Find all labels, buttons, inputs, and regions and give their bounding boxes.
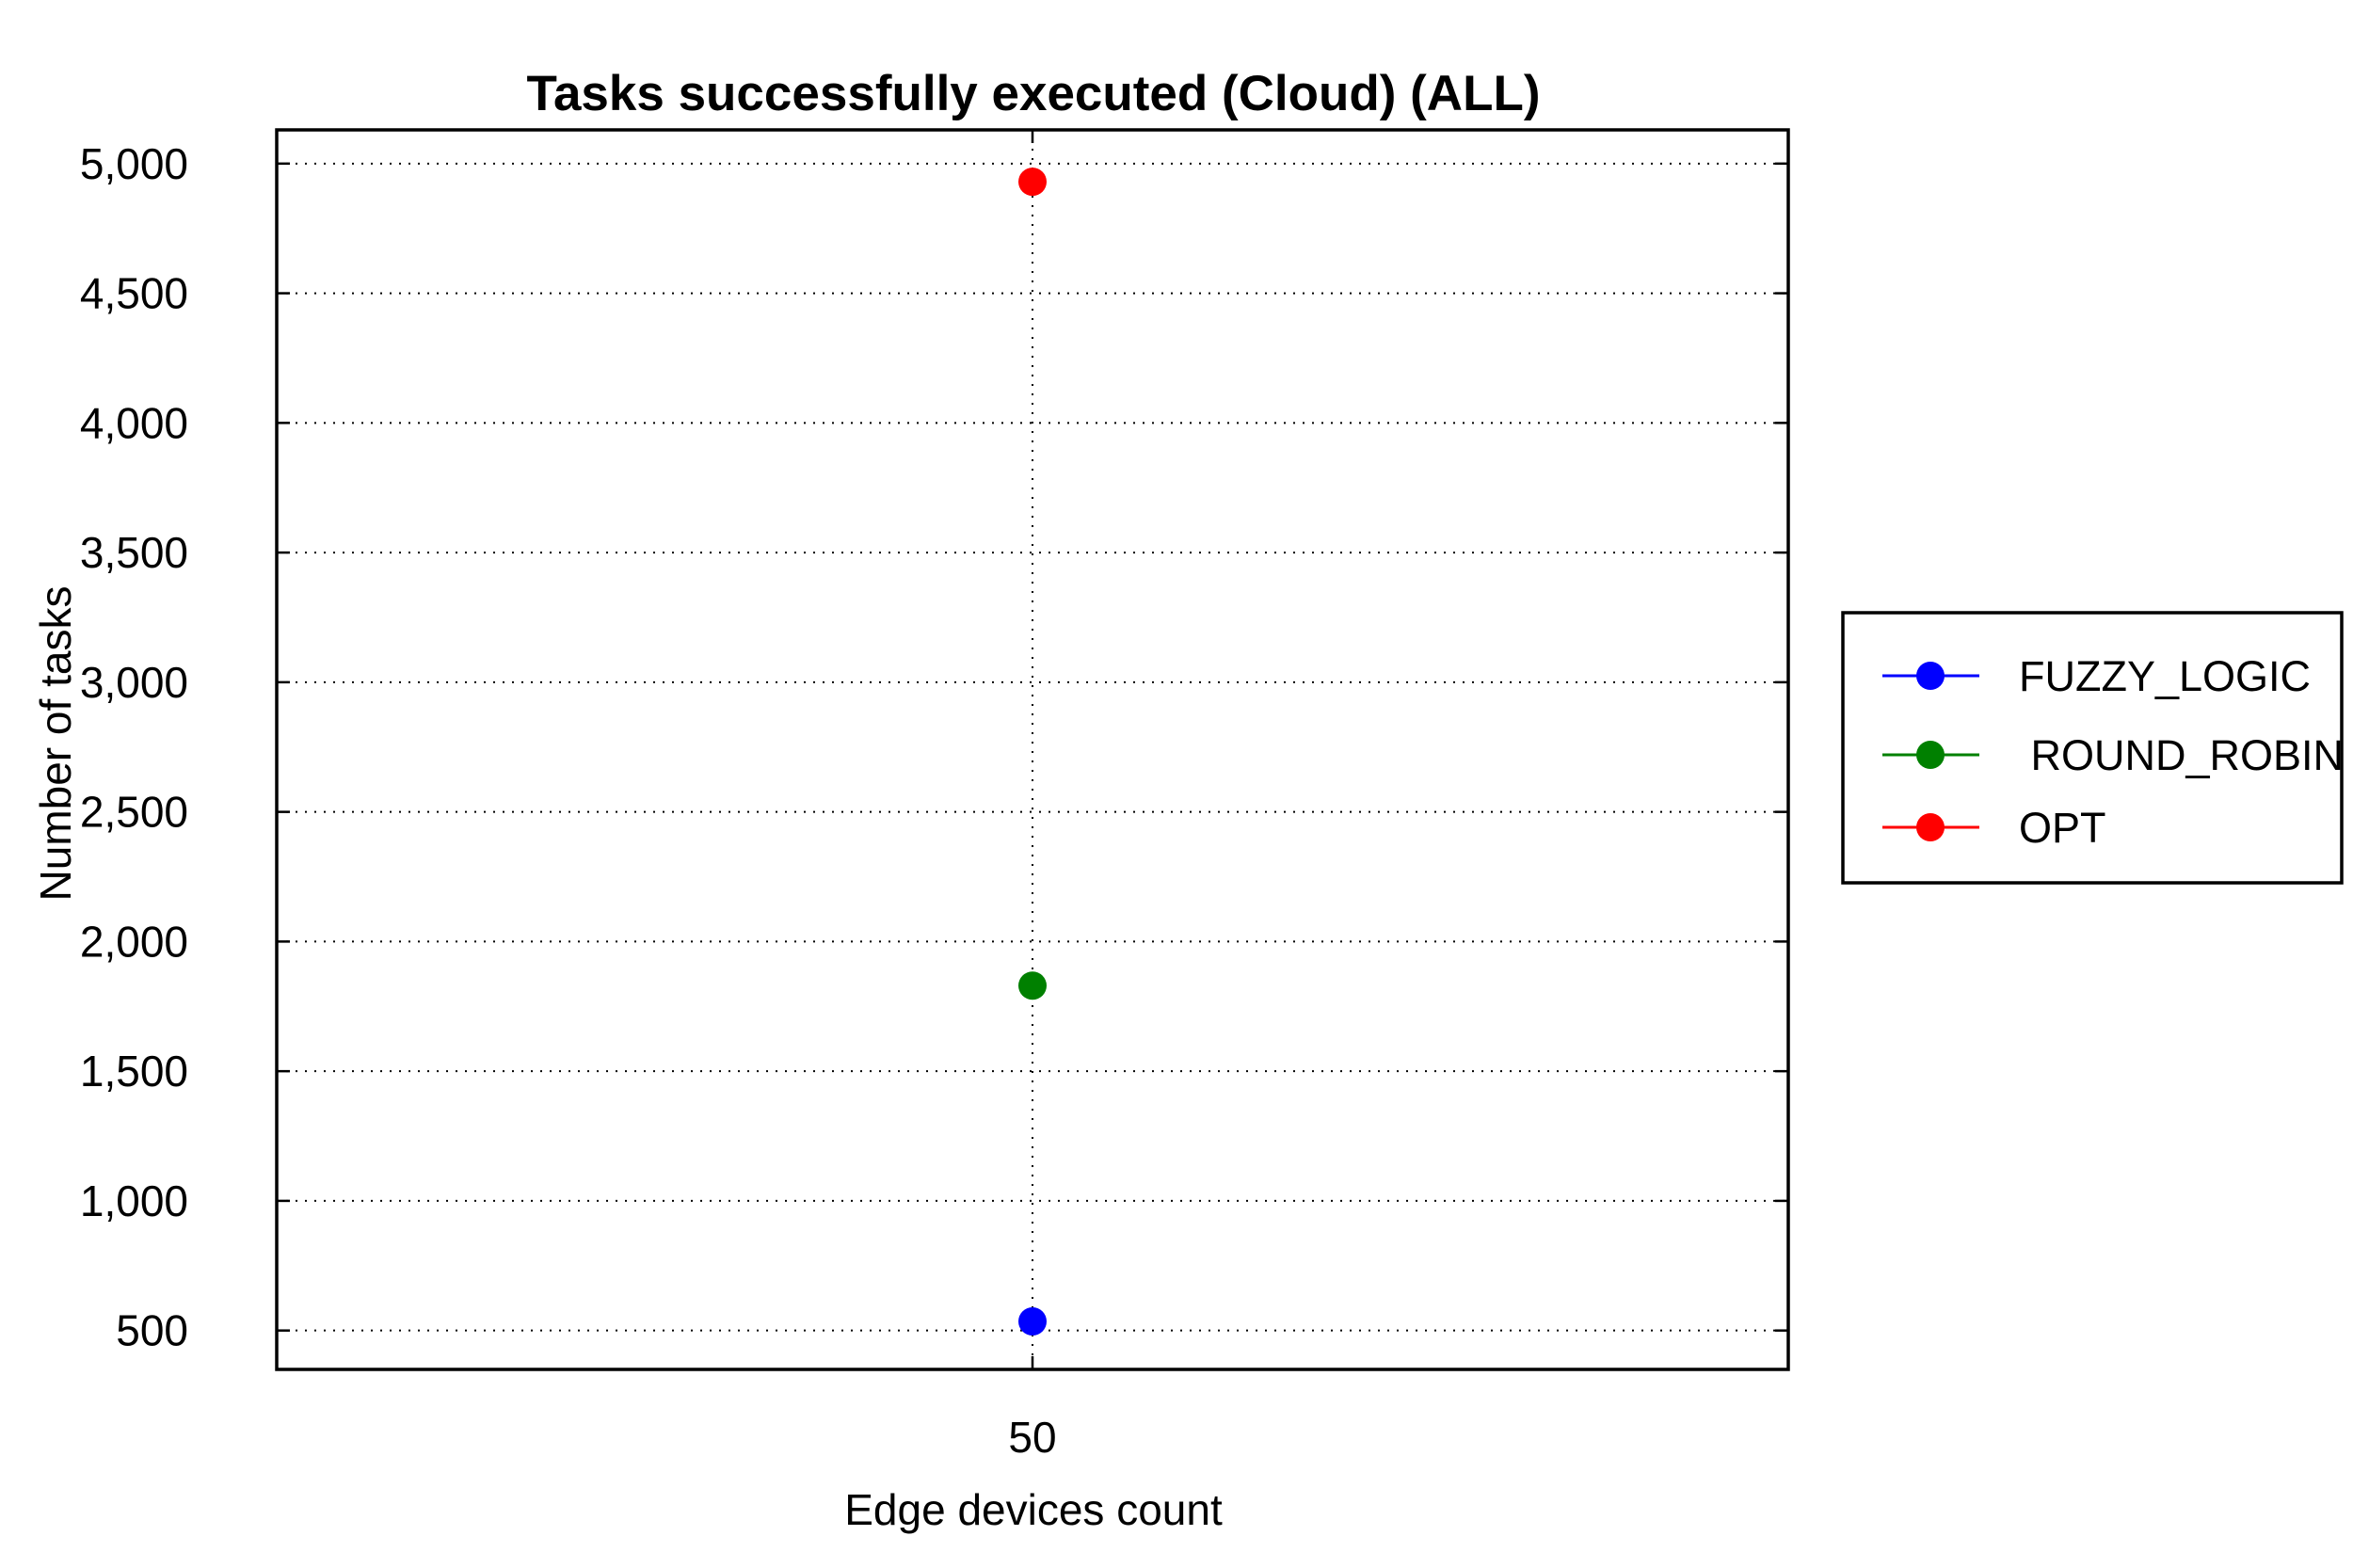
x-tick-label: 50 <box>1008 1413 1056 1462</box>
y-tick-label: 3,500 <box>80 528 188 577</box>
data-point <box>1018 168 1047 197</box>
y-tick-label: 4,000 <box>80 398 188 447</box>
data-point <box>1018 971 1047 1000</box>
legend-marker <box>1916 741 1945 769</box>
grid <box>277 130 1788 1369</box>
x-axis-label: Edge devices count <box>844 1485 1223 1534</box>
y-tick-label: 2,000 <box>80 917 188 966</box>
legend-marker <box>1916 813 1945 841</box>
axis-ticks: 500 1,000 1,500 2,000 2,500 3,000 3,500 4,000 4,… <box>80 130 1788 1462</box>
y-axis-label: Number of tasks <box>31 586 80 902</box>
data-point <box>1018 1307 1047 1336</box>
legend-label: OPT <box>2019 804 2106 852</box>
y-tick-label: 1,000 <box>80 1176 188 1225</box>
legend: FUZZY_LOGIC ROUND_ROBIN OPT <box>1841 611 2344 885</box>
y-tick-label: 1,500 <box>80 1047 188 1096</box>
y-tick-label: 500 <box>116 1306 188 1355</box>
y-tick-label: 5,000 <box>80 139 188 188</box>
legend-label: ROUND_ROBIN <box>2019 731 2344 779</box>
y-tick-label: 2,500 <box>80 788 188 837</box>
chart-title: Tasks successfully executed (Cloud) (ALL… <box>527 66 1541 121</box>
data-points <box>1018 168 1047 1336</box>
legend-marker <box>1916 662 1945 690</box>
y-tick-label: 4,500 <box>80 269 188 318</box>
legend-label: FUZZY_LOGIC <box>2019 652 2311 700</box>
plot-frame <box>275 128 1790 1371</box>
y-tick-label: 3,000 <box>80 658 188 707</box>
